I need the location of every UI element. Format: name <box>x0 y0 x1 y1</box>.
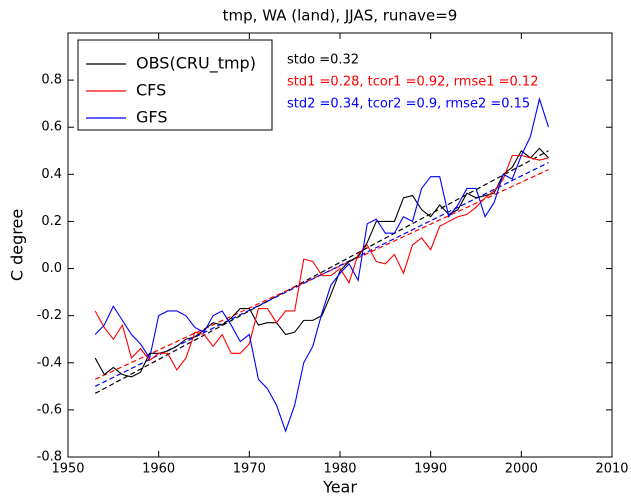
y-tick-label: 0.8 <box>41 73 62 88</box>
y-tick-label: -0.6 <box>37 402 62 417</box>
trend-line <box>94 162 549 387</box>
x-tick-label: 1980 <box>323 462 356 477</box>
trend-line <box>94 150 549 394</box>
x-tick-label: 1990 <box>414 462 447 477</box>
x-axis-label: Year <box>322 478 357 497</box>
chart-title: tmp, WA (land), JJAS, runave=9 <box>223 7 458 25</box>
y-tick-label: 0.2 <box>41 214 62 229</box>
legend-box <box>77 39 273 131</box>
data-line <box>94 147 549 378</box>
x-tick-label: 1960 <box>142 462 175 477</box>
annotation: stdo =0.32 <box>287 53 359 68</box>
y-tick-label: 0.6 <box>41 120 62 135</box>
data-line <box>94 154 549 371</box>
annotation: std2 =0.34, tcor2 =0.9, rmse2 =0.15 <box>287 97 530 112</box>
x-tick-label: 1950 <box>51 462 84 477</box>
annotation: std1 =0.28, tcor1 =0.92, rmse1 =0.12 <box>287 75 538 90</box>
y-tick-label: -0.4 <box>37 355 62 370</box>
y-tick-label: 0.4 <box>41 167 62 182</box>
data-line <box>94 96 550 433</box>
y-tick-label: -0.8 <box>37 450 62 465</box>
x-tick-label: 2000 <box>505 462 538 477</box>
legend-label: CFS <box>136 81 166 100</box>
y-tick-label: -0.2 <box>37 308 62 323</box>
legend-label: OBS(CRU_tmp) <box>136 54 256 74</box>
legend-label: GFS <box>136 108 167 127</box>
x-tick-label: 1970 <box>233 462 266 477</box>
y-axis-label: C degree <box>8 209 27 281</box>
x-tick-label: 2010 <box>595 462 628 477</box>
y-tick-label: 0.0 <box>41 261 62 276</box>
